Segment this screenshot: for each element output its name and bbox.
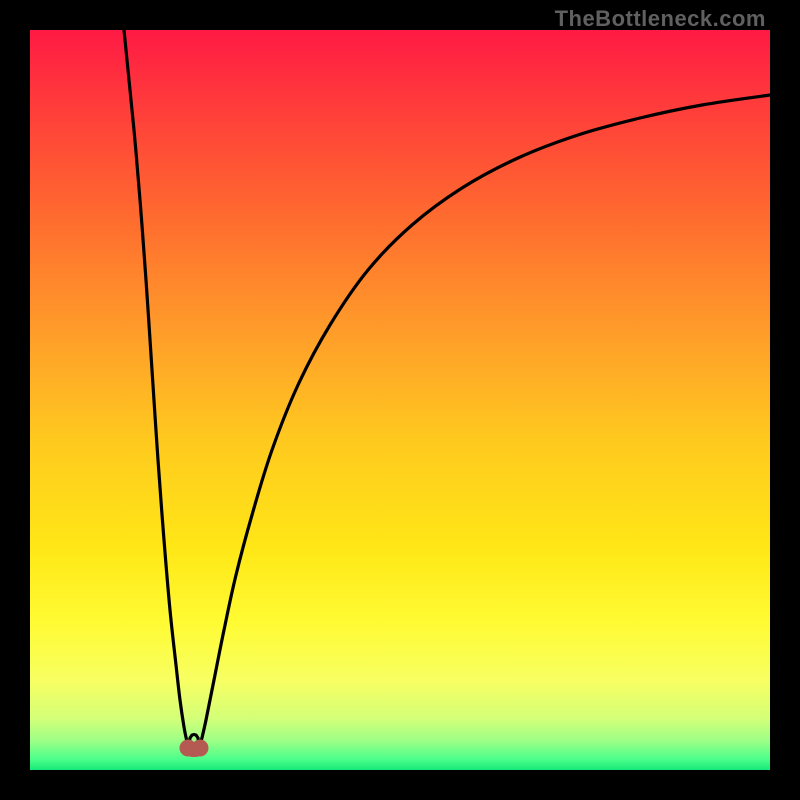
bottleneck-curve [30,30,770,770]
valley-marker [180,740,209,758]
curve-path [124,30,770,748]
watermark-text: TheBottleneck.com [555,6,766,32]
plot-area [30,30,770,770]
chart-frame: TheBottleneck.com [0,0,800,800]
